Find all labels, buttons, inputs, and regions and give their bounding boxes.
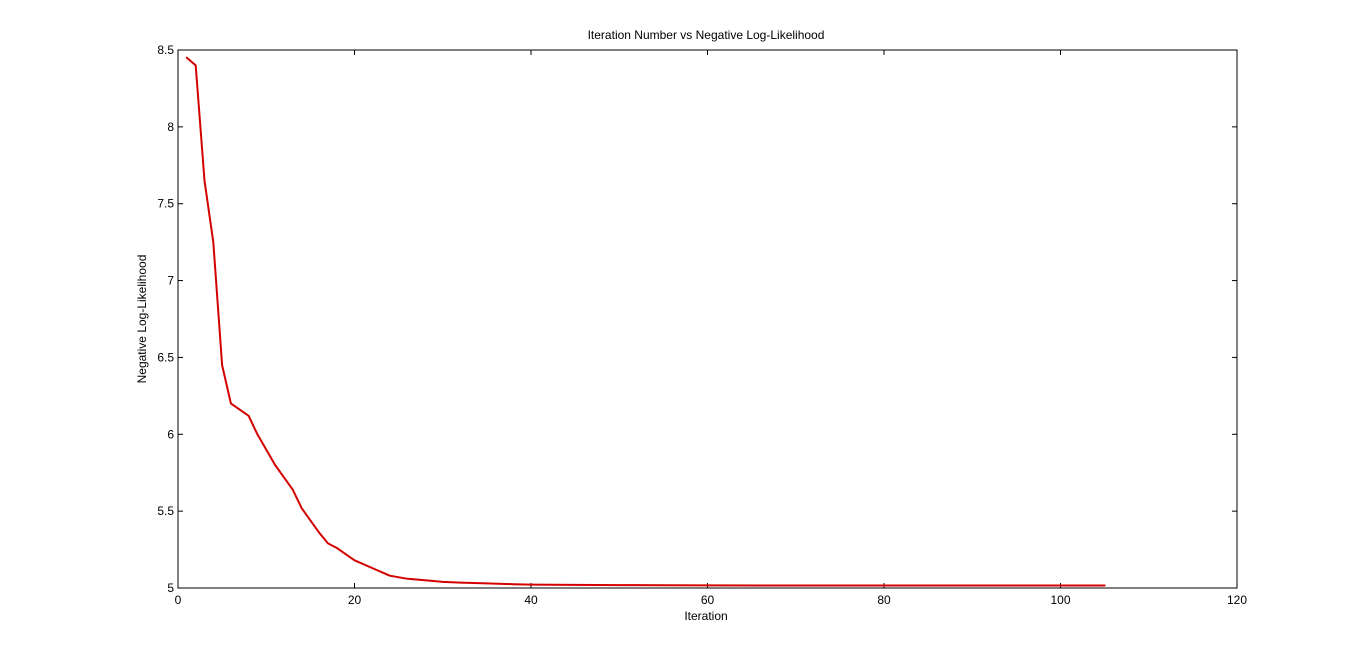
x-tick-label: 60 xyxy=(701,593,715,607)
x-tick-label: 120 xyxy=(1227,593,1247,607)
plot-area xyxy=(177,49,1238,589)
y-tick-label: 6 xyxy=(167,427,174,441)
x-tick-label: 20 xyxy=(348,593,362,607)
y-tick-label: 7.5 xyxy=(157,197,174,211)
x-tick-label: 40 xyxy=(524,593,538,607)
y-tick-label: 8.5 xyxy=(157,43,174,57)
series-layer xyxy=(185,56,1106,587)
chart-title: Iteration Number vs Negative Log-Likelih… xyxy=(588,28,825,42)
x-tick-label: 0 xyxy=(175,593,182,607)
x-tick-label: 80 xyxy=(877,593,891,607)
y-tick-label: 5.5 xyxy=(157,504,174,518)
x-axis-label: Iteration xyxy=(684,609,727,623)
y-tick-label: 6.5 xyxy=(157,350,174,364)
y-axis-label: Negative Log-Likelihood xyxy=(135,255,149,384)
y-tick-label: 8 xyxy=(167,120,174,134)
axis-ticks: 0 20 40 60 80 100 120 5 5.5 6 6.5 7 7.5 8 8.5 xyxy=(157,43,1247,607)
series-line-1 xyxy=(185,56,1106,587)
y-tick-label: 7 xyxy=(167,274,174,288)
x-tick-label: 100 xyxy=(1050,593,1070,607)
y-tick-label: 5 xyxy=(167,581,174,595)
